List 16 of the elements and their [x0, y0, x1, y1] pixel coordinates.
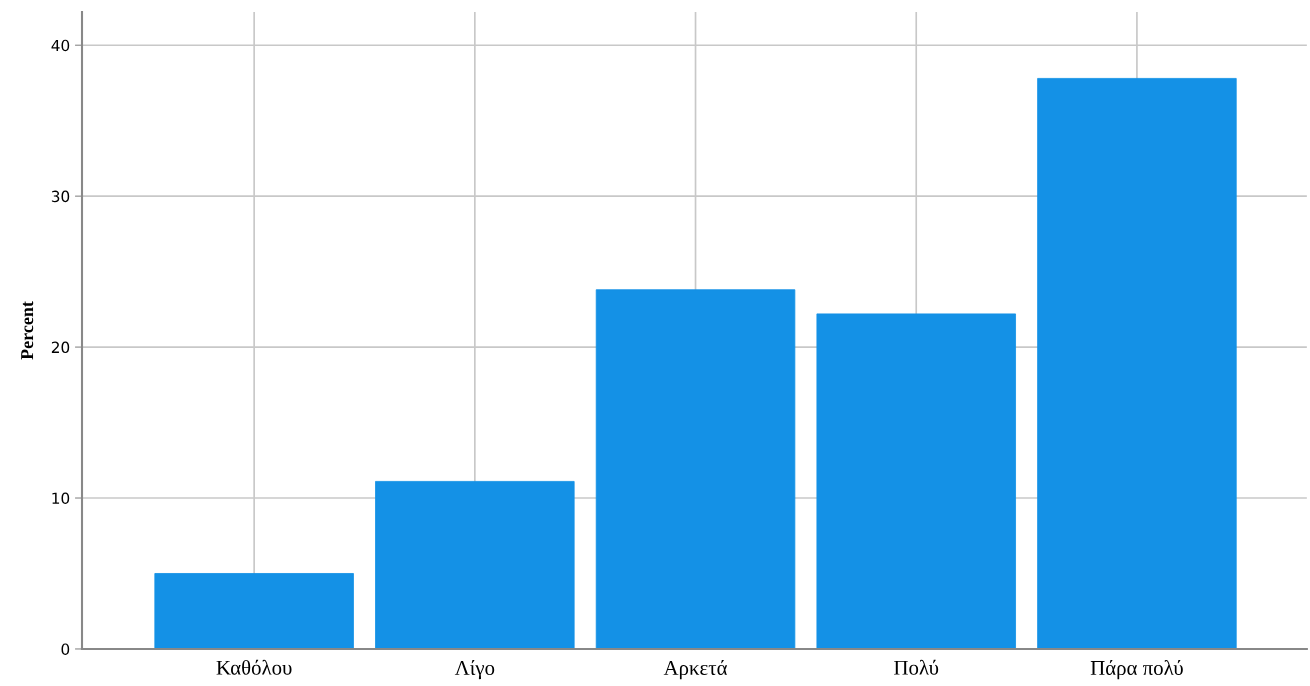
- bar: [1037, 78, 1237, 649]
- x-tick-label: Λίγο: [454, 660, 495, 680]
- x-tick-label: Πάρα πολύ: [1090, 660, 1183, 680]
- bar: [816, 313, 1016, 649]
- x-tick-label: Πολύ: [894, 659, 939, 675]
- y-tick-label: 0: [61, 643, 70, 655]
- y-axis-title: Percent: [21, 301, 34, 360]
- bar: [375, 481, 575, 649]
- bar: [595, 289, 796, 649]
- x-tick-label: Αρκετά: [663, 660, 728, 680]
- bar: [154, 573, 354, 649]
- x-tick-label: Καθόλου: [216, 659, 292, 675]
- y-tick-label: 20: [51, 341, 70, 354]
- y-tick-label: 10: [52, 492, 70, 505]
- y-tick-label: 40: [51, 39, 70, 52]
- y-tick-label: 30: [51, 190, 70, 203]
